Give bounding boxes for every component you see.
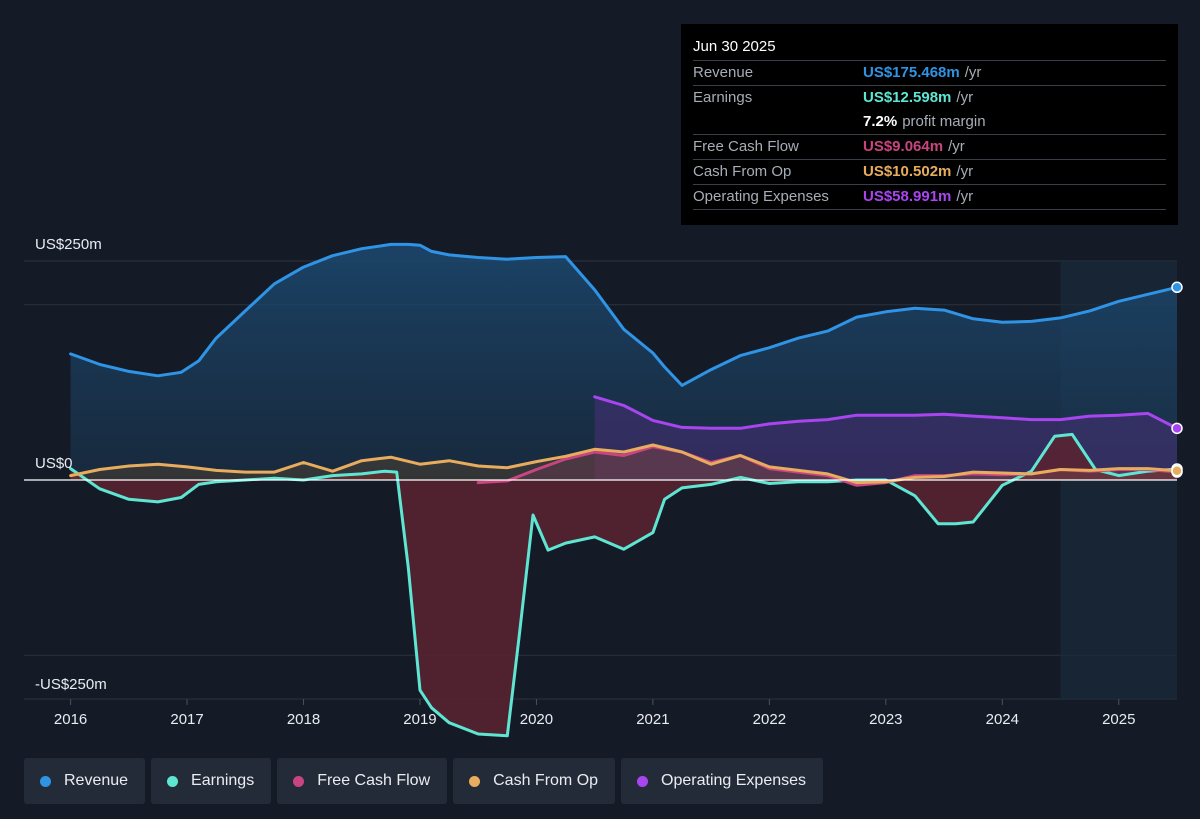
tooltip-value: US$58.991m [863,188,952,205]
legend-label: Free Cash Flow [317,772,431,789]
operating-expenses-endpoint [1171,422,1183,435]
tooltip-value: US$9.064m [863,138,944,155]
operating-expenses-dot-icon [637,775,649,787]
tooltip-row-earnings: Earnings US$12.598m /yr [693,85,1166,110]
tooltip: Jun 30 2025 Revenue US$175.468m /yr Earn… [681,24,1178,225]
tooltip-unit: /yr [964,64,982,81]
x-tick-label: 2021 [636,711,669,728]
tooltip-value: US$12.598m [863,89,952,106]
tooltip-row-revenue: Revenue US$175.468m /yr [693,60,1166,85]
tooltip-row-profit-margin: 7.2% profit margin [693,110,1166,134]
legend-label: Cash From Op [493,772,599,789]
x-tick-label: 2022 [753,711,786,728]
tooltip-label: Cash From Op [693,163,792,180]
x-tick-label: 2019 [403,711,436,728]
tooltip-unit: profit margin [902,113,986,130]
tooltip-unit: /yr [956,89,974,106]
legend-item-cash-from-op[interactable]: Cash From Op [453,758,616,804]
cash-from-op-dot-icon [469,775,481,787]
tooltip-unit: /yr [948,138,965,155]
y-tick-label: -US$250m [35,676,107,693]
legend-item-operating-expenses[interactable]: Operating Expenses [621,758,824,804]
x-tick-label: 2023 [869,711,902,728]
legend-item-free-cash-flow[interactable]: Free Cash Flow [277,758,448,804]
tooltip-unit: /yr [956,188,974,205]
legend-label: Revenue [64,772,129,789]
y-tick-label: US$250m [35,236,102,253]
revenue-dot-icon [40,775,51,787]
tooltip-row-operating-expenses: Operating Expenses US$58.991m /yr [693,184,1166,210]
x-tick-label: 2017 [170,711,203,728]
operating-expenses-area [594,396,1177,480]
operating-expenses-line [593,395,1179,430]
cash-from-op-area [70,445,1178,483]
x-tick-label: 2016 [54,711,87,728]
x-tick-label: 2020 [520,711,553,728]
legend: Revenue Earnings Free Cash Flow Cash Fro… [24,758,824,804]
tooltip-value: US$175.468m [863,64,960,81]
x-tick-label: 2025 [1102,711,1135,728]
x-tick-label: 2018 [287,711,320,728]
cash-from-op-line [69,443,1179,485]
legend-item-earnings[interactable]: Earnings [151,758,272,804]
tooltip-value: 7.2% [863,113,898,130]
legend-label: Earnings [191,772,255,789]
y-tick-label: US$0 [35,455,73,472]
legend-label: Operating Expenses [661,772,807,789]
revenue-line [69,242,1179,387]
tooltip-label: Operating Expenses [693,188,829,205]
tooltip-label [693,110,863,134]
tooltip-row-free-cash-flow: Free Cash Flow US$9.064m /yr [693,134,1166,159]
earnings-dot-icon [167,775,179,787]
x-tick-label: 2024 [986,711,1019,728]
tooltip-row-cash-from-op: Cash From Op US$10.502m /yr [693,159,1166,184]
tooltip-label: Revenue [693,64,754,81]
cash-from-op-endpoint [1171,465,1183,477]
tooltip-unit: /yr [956,163,974,180]
tooltip-date: Jun 30 2025 [693,38,776,55]
tooltip-label: Earnings [693,89,753,106]
earnings-line [69,432,1179,738]
revenue-endpoint [1171,281,1183,294]
tooltip-value: US$10.502m [863,163,952,180]
revenue-area [70,244,1178,480]
free-cash-flow-dot-icon [293,775,305,787]
legend-item-revenue[interactable]: Revenue [24,758,146,804]
earnings-area [70,434,1178,736]
tooltip-label: Free Cash Flow [693,138,799,155]
